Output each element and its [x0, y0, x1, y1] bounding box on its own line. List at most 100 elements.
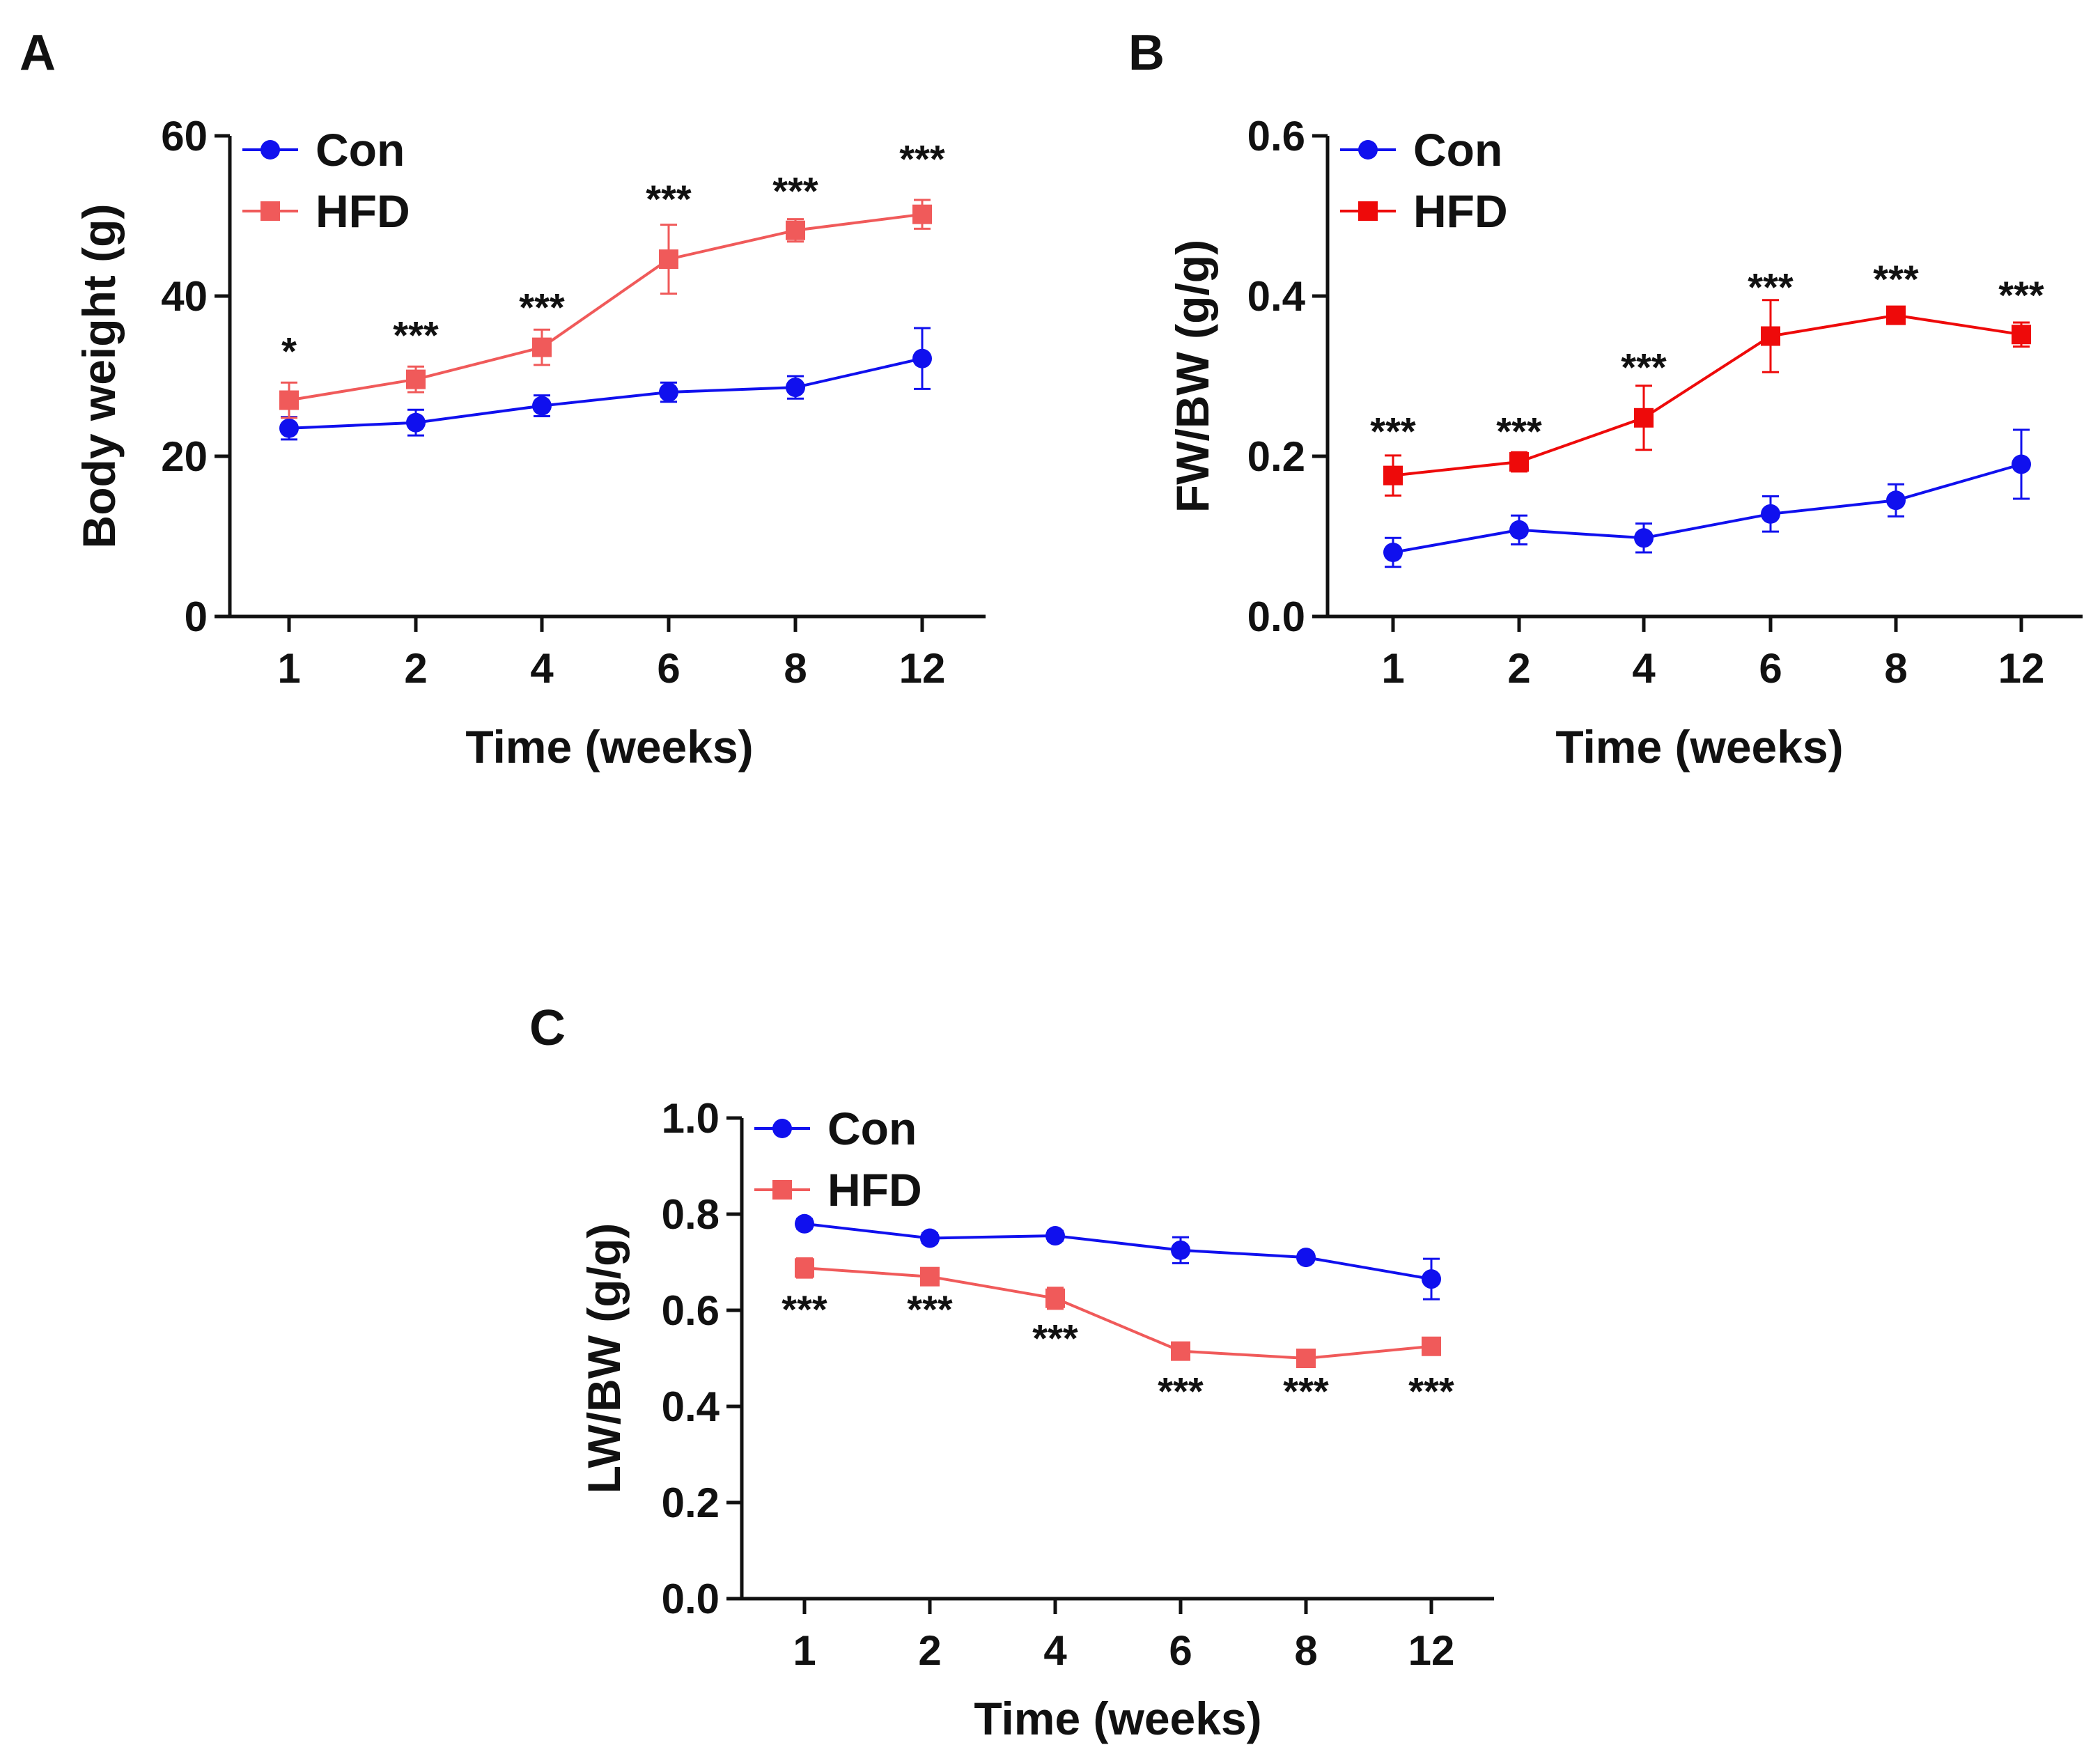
panel-b-significance-label: ***: [1748, 265, 1794, 309]
panel-c-series-con-point: [1045, 1226, 1065, 1246]
panel-a-x-tick-label: 12: [899, 645, 946, 692]
panel-b-series-hfd-point: [1886, 305, 1906, 325]
panel-b-significance-label: ***: [1621, 346, 1667, 389]
panel-a-x-tick-label: 2: [404, 645, 427, 692]
panel-a-series-con-point: [659, 382, 678, 402]
panel-a-series-hfd: [279, 199, 932, 419]
panel-b-significance-label: ***: [1998, 273, 2044, 317]
panel-a-significance-label: *: [281, 329, 297, 373]
panel-b-y-tick-label: 0.6: [1247, 113, 1305, 160]
panel-c-legend-marker: [772, 1119, 792, 1138]
panel-b-legend-label: Con: [1413, 124, 1502, 176]
panel-c-series-hfd: [795, 1257, 1441, 1368]
panel-a-y-tick-label: 40: [161, 273, 208, 320]
panel-a-series-hfd-point: [406, 369, 426, 389]
panel-c-legend-con: Con: [754, 1103, 917, 1154]
panel-a-series-hfd-line: [288, 212, 923, 402]
panel-a-y-tick-label: 0: [185, 593, 208, 640]
panel-c-series-hfd-point: [1422, 1336, 1441, 1356]
panel-c-x-tick-label: 6: [1169, 1627, 1192, 1674]
panel-a-label: A: [20, 25, 56, 81]
panel-c-x-tick-label: 1: [793, 1627, 816, 1674]
panel-c-y-tick-label: 1.0: [662, 1095, 720, 1142]
panel-a-series-hfd-point: [786, 220, 805, 240]
panel-a-series-hfd-point: [279, 390, 299, 410]
panel-b-series-con-point: [1509, 520, 1529, 540]
panel-a-y-tick-label: 20: [161, 433, 208, 480]
panel-a-series-con: [279, 327, 932, 441]
panel-a-significance-label: ***: [772, 169, 818, 213]
panel-a-y-axis-title: Body weight (g): [73, 204, 125, 549]
panel-c-series-hfd-point: [1171, 1341, 1190, 1361]
panel-c-y-tick-label: 0.6: [662, 1287, 720, 1334]
panel-b-series-hfd-point: [1761, 326, 1780, 346]
panel-c-y-tick-label: 0.0: [662, 1576, 720, 1622]
panel-b-significance-label: ***: [1873, 257, 1919, 301]
panel-c-series-hfd-point: [1045, 1288, 1065, 1308]
panel-b-series-con-point: [1383, 543, 1403, 562]
panel-b-y-tick-label: 0.2: [1247, 433, 1305, 480]
panel-a-series-hfd-point: [659, 249, 678, 270]
panel-a-series-con-point: [786, 378, 805, 398]
panel-a-significance-label: ***: [519, 285, 565, 329]
panel-b-series-hfd-line: [1392, 313, 2022, 477]
panel-c-significance-label: ***: [1158, 1369, 1204, 1413]
panel-c-y-tick-label: 0.8: [662, 1191, 720, 1238]
panel-a-significance-label: ***: [393, 313, 439, 357]
panel-b-series-hfd-point: [1383, 465, 1403, 486]
panel-b-x-tick-label: 12: [1998, 645, 2045, 692]
panel-b-series-con-point: [2012, 454, 2031, 474]
panel-b-x-tick-label: 8: [1884, 645, 1907, 692]
panel-b-x-axis-title: Time (weeks): [1555, 721, 1843, 773]
panel-b-series-con-line: [1392, 463, 2022, 554]
panel-b-legend-con: Con: [1340, 124, 1502, 176]
panel-c-legend-marker: [772, 1180, 792, 1200]
panel-b-legend-hfd: HFD: [1340, 185, 1508, 237]
panel-c-series-con-point: [1296, 1248, 1316, 1268]
panel-b-significance-label: ***: [1496, 410, 1542, 453]
panel-b-series-con-point: [1886, 490, 1906, 511]
panel-a-x-axis-title: Time (weeks): [465, 721, 753, 773]
panel-b-x-tick-label: 2: [1507, 645, 1530, 692]
panel-b-x-tick-label: 1: [1381, 645, 1404, 692]
panel-a-x-tick-label: 8: [784, 645, 807, 692]
panel-c-x-tick-label: 8: [1294, 1627, 1317, 1674]
panel-b-series-con-point: [1634, 528, 1654, 548]
panel-a-legend-con: Con: [242, 124, 405, 176]
panel-a-x-tick-label: 4: [530, 645, 554, 692]
panel-c-series-hfd-point: [1296, 1349, 1316, 1368]
panel-b-x-tick-label: 6: [1759, 645, 1782, 692]
panel-b-y-tick-label: 0.0: [1247, 593, 1305, 640]
panel-b-label: B: [1128, 25, 1165, 81]
panel-b-x-tick-label: 4: [1632, 645, 1656, 692]
panel-b-legend-marker: [1358, 201, 1378, 221]
panel-a-x-tick-label: 1: [277, 645, 300, 692]
panel-b-series-hfd-point: [1509, 452, 1529, 472]
panel-b-series-hfd: [1383, 299, 2031, 497]
panel-c-legend-label: HFD: [827, 1164, 922, 1216]
panel-b-series-con-point: [1761, 504, 1780, 524]
panel-c-significance-label: ***: [1032, 1316, 1078, 1360]
panel-c-series-con-point: [1422, 1269, 1441, 1289]
panel-b-significance-label: ***: [1370, 410, 1416, 453]
panel-c-x-tick-label: 4: [1043, 1627, 1067, 1674]
panel-a-series-con-point: [912, 348, 932, 368]
panel-c-significance-label: ***: [907, 1287, 953, 1331]
panel-a-legend-label: HFD: [316, 185, 410, 237]
panel-c-y-tick-label: 0.4: [662, 1383, 720, 1430]
panel-b-legend-label: HFD: [1413, 185, 1508, 237]
panel-c-x-tick-label: 12: [1408, 1627, 1455, 1674]
panel-c-series-con-point: [795, 1213, 814, 1234]
panel-c-significance-label: ***: [781, 1287, 827, 1331]
panel-a-legend-hfd: HFD: [242, 185, 410, 237]
panel-c-y-tick-label: 0.2: [662, 1480, 720, 1526]
panel-c-legend-hfd: HFD: [754, 1164, 922, 1216]
panel-c-x-tick-label: 2: [918, 1627, 941, 1674]
panel-b-series-con: [1383, 428, 2031, 568]
panel-c-legend-label: Con: [827, 1103, 917, 1154]
panel-a-series-con-line: [288, 357, 923, 430]
panel-a-series-con-point: [279, 418, 299, 438]
panel-a-significance-label: ***: [899, 137, 945, 181]
